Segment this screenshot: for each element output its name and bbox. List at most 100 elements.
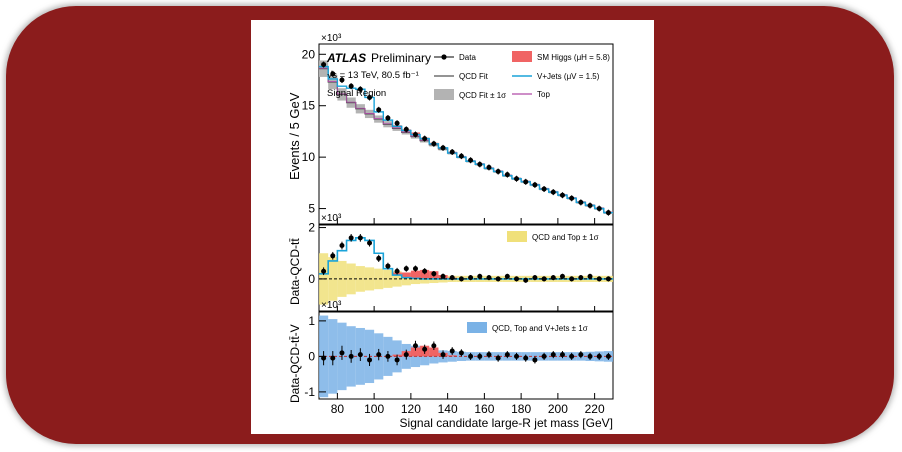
ratio2-data-point bbox=[569, 353, 575, 359]
ratio1-data-point bbox=[422, 268, 428, 274]
ratio2-higgs-bin bbox=[429, 347, 439, 357]
ratio1-panel: 0 2 ×10³ Data-QCD-tt̄ QCD and Top ± 1σ bbox=[288, 213, 614, 312]
data-point bbox=[422, 136, 428, 142]
ratio1-ytick-label: 2 bbox=[308, 221, 315, 235]
x-axis-label: Signal candidate large-R jet mass [GeV] bbox=[400, 416, 613, 430]
ratio1-data-point bbox=[495, 276, 501, 282]
ratio2-panel: -1 0 1 ×10³ Data-QCD-tt̄-V QCD, Top and V+… bbox=[288, 300, 614, 403]
data-point bbox=[486, 164, 492, 170]
ratio2-exponent: ×10³ bbox=[321, 300, 342, 311]
ratio1-data-point bbox=[514, 276, 520, 282]
ratio1-ylabel: Data-QCD-tt̄ bbox=[288, 238, 302, 305]
ratio1-data-point bbox=[468, 275, 474, 281]
data-point bbox=[605, 210, 611, 216]
ratio1-data-point bbox=[367, 240, 373, 246]
x-tick-label: 80 bbox=[331, 402, 345, 416]
x-tick-label: 160 bbox=[474, 402, 494, 416]
ratio1-data-point bbox=[385, 263, 391, 269]
ratio2-data-point bbox=[605, 353, 611, 359]
main-ytick-label: 10 bbox=[302, 150, 316, 164]
ratio2-data-point bbox=[468, 353, 474, 359]
ratio2-data-point bbox=[449, 348, 455, 354]
preliminary-label: Preliminary bbox=[371, 51, 431, 65]
ratio1-band-bin bbox=[392, 271, 402, 287]
data-point bbox=[523, 179, 529, 185]
ratio2-data-point bbox=[596, 353, 602, 359]
ratio1-data-point bbox=[330, 253, 336, 259]
data-point bbox=[339, 77, 345, 83]
ratio1-data-point bbox=[449, 275, 455, 281]
ratio2-data-point bbox=[532, 357, 538, 363]
data-point bbox=[550, 189, 556, 195]
data-point bbox=[477, 161, 483, 167]
ratio2-data-point bbox=[412, 343, 418, 349]
data-point bbox=[495, 169, 501, 175]
ratio1-data-point bbox=[403, 266, 409, 272]
ratio2-data-point bbox=[559, 352, 565, 358]
ratio1-data-point bbox=[431, 271, 437, 277]
ratio1-data-point bbox=[559, 273, 565, 279]
ratio2-legend-swatch bbox=[467, 322, 487, 333]
x-tick-label: 100 bbox=[364, 402, 384, 416]
ratio1-ytick-label: 0 bbox=[308, 272, 315, 286]
data-point bbox=[569, 195, 575, 201]
ratio2-data-point bbox=[486, 352, 492, 358]
data-point bbox=[587, 202, 593, 208]
data-point bbox=[321, 62, 327, 68]
ratio2-data-point bbox=[422, 346, 428, 352]
ratio2-data-point bbox=[357, 352, 363, 358]
ratio2-data-point bbox=[321, 355, 327, 361]
ratio2-data-point bbox=[550, 352, 556, 358]
ratio2-data-point bbox=[385, 353, 391, 359]
ratio1-data-point bbox=[587, 273, 593, 279]
main-ytick-label: 15 bbox=[302, 99, 316, 113]
main-ytick-label: 20 bbox=[302, 47, 316, 61]
data-point bbox=[541, 186, 547, 192]
ratio2-data-point bbox=[514, 353, 520, 359]
data-point bbox=[578, 199, 584, 205]
ratio1-band-bin bbox=[383, 269, 393, 288]
ratio1-data-point bbox=[605, 276, 611, 282]
ratio1-data-point bbox=[440, 273, 446, 279]
data-point bbox=[449, 149, 455, 155]
ratio2-ytick-label: -1 bbox=[304, 385, 315, 399]
ratio2-data-point bbox=[477, 353, 483, 359]
data-point bbox=[330, 71, 336, 77]
main-ytick-label: 5 bbox=[308, 202, 315, 216]
data-point bbox=[376, 107, 382, 113]
ratio2-data-point bbox=[431, 343, 437, 349]
ratio2-ylabel: Data-QCD-tt̄-V bbox=[288, 324, 302, 403]
data-point bbox=[468, 157, 474, 163]
ratio2-data-point bbox=[348, 353, 354, 359]
data-point bbox=[458, 153, 464, 159]
ratio1-data-point bbox=[357, 235, 363, 241]
data-point bbox=[348, 83, 354, 89]
ratio1-legend-swatch bbox=[507, 231, 527, 242]
main-legend: Data QCD Fit QCD Fit ± 1σ SM Higgs (μH =… bbox=[434, 51, 610, 100]
data-point bbox=[367, 94, 373, 100]
legend-top: Top bbox=[537, 90, 550, 99]
ratio1-legend: QCD and Top ± 1σ bbox=[532, 233, 599, 242]
data-point bbox=[394, 120, 400, 126]
ratio2-data-point bbox=[367, 357, 373, 363]
ratio1-data-point bbox=[321, 268, 327, 274]
data-point bbox=[403, 126, 409, 132]
legend-higgs: SM Higgs (μH = 5.8) bbox=[537, 53, 610, 62]
ratio2-data-point bbox=[403, 352, 409, 358]
ratio1-data-point bbox=[541, 276, 547, 282]
legend-qcd-band: QCD Fit ± 1σ bbox=[459, 91, 506, 100]
data-point bbox=[596, 206, 602, 212]
ratio2-data-point bbox=[394, 357, 400, 363]
ratio1-data-point bbox=[348, 235, 354, 241]
legend-qcd-band-swatch bbox=[434, 89, 454, 100]
ratio1-data-point bbox=[550, 275, 556, 281]
energy-label: √s = 13 TeV, 80.5 fb⁻¹ bbox=[327, 70, 419, 81]
x-tick-label: 140 bbox=[438, 402, 458, 416]
ratio2-data-point bbox=[504, 352, 510, 358]
x-tick-label: 220 bbox=[585, 402, 605, 416]
ratio1-data-point bbox=[504, 273, 510, 279]
ratio1-exponent: ×10³ bbox=[321, 213, 342, 224]
ratio1-data-point bbox=[339, 243, 345, 249]
ratio2-higgs-bin bbox=[447, 355, 457, 357]
